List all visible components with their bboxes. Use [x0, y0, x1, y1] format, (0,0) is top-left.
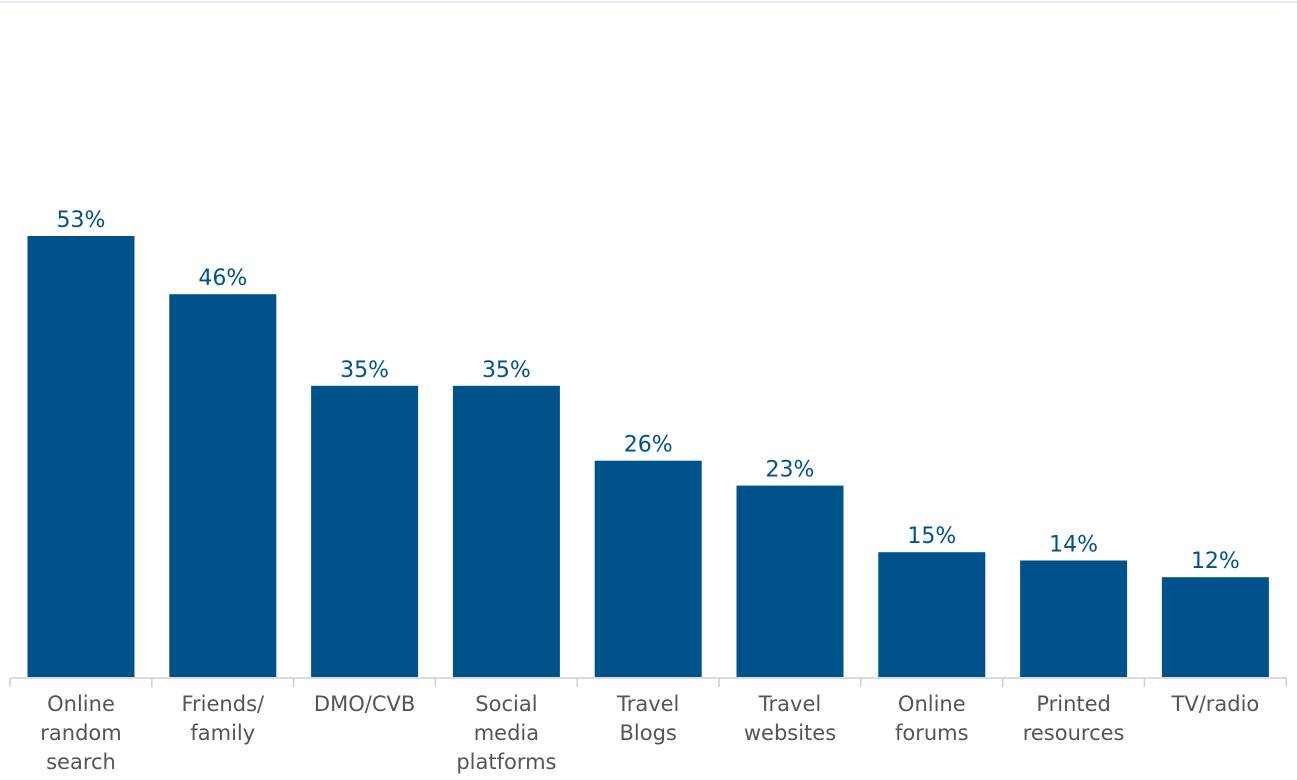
bar-value-label: 53% — [57, 208, 106, 233]
category-labels-group: Online random search Friends/family DMO/CVB S… — [40, 692, 1259, 774]
bar-value-label: 26% — [624, 433, 673, 458]
category-label: Social media platforms — [456, 692, 556, 774]
x-axis-ticks — [9, 678, 1287, 687]
category-label: DMO/CVB — [314, 692, 415, 716]
bars-group — [27, 236, 1269, 677]
bar — [1161, 577, 1269, 677]
bar-value-label: 14% — [1049, 533, 1098, 558]
bar-value-label: 15% — [907, 524, 956, 549]
bar — [169, 294, 277, 677]
bar — [594, 460, 702, 677]
bar-value-label: 35% — [340, 358, 389, 383]
bar — [27, 236, 135, 677]
bar — [878, 552, 986, 677]
bar-value-label: 46% — [198, 266, 247, 291]
category-label: Friends/family — [181, 692, 265, 745]
bar — [736, 485, 844, 677]
bar — [311, 385, 419, 677]
bar-value-label: 35% — [482, 358, 531, 383]
value-labels-group: 53% 46% 35% 35% 26% 23% 15% 14% 12% — [57, 208, 1240, 574]
category-label: Printed resources — [1023, 692, 1125, 745]
bar-value-label: 23% — [766, 458, 815, 483]
category-label: Travel Blogs — [616, 692, 679, 745]
category-label: Travel websites — [744, 692, 836, 745]
bar — [1020, 560, 1128, 677]
category-label: Online random search — [40, 692, 121, 774]
bar — [452, 385, 560, 677]
bar-value-label: 12% — [1191, 549, 1240, 574]
category-label: Online forums — [895, 692, 969, 745]
category-label: TV/radio — [1171, 692, 1260, 716]
